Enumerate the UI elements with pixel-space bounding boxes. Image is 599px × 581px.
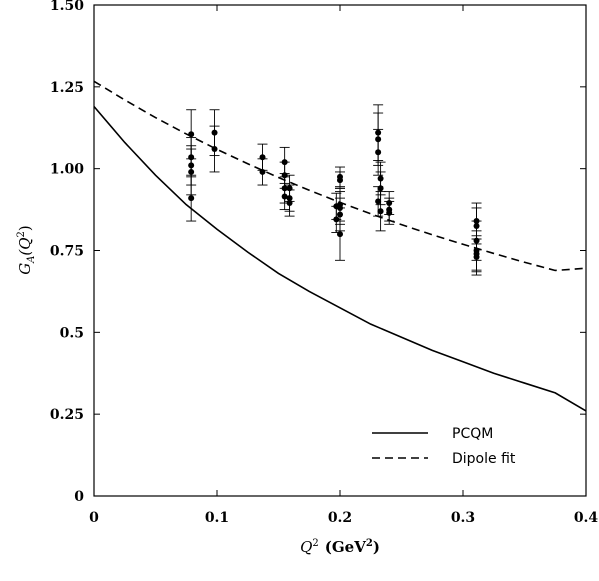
y-label-close: ) [16, 225, 34, 231]
data-point [284, 189, 295, 217]
data-point-marker [386, 209, 393, 216]
x-axis-label: Q2 (GeV2) [300, 538, 380, 556]
data-point-marker [337, 231, 343, 238]
data-point [384, 200, 395, 225]
y-tick-label: 1.25 [50, 80, 84, 96]
data-point-marker [281, 193, 288, 200]
data-point [257, 158, 268, 186]
y-label-sub: A [26, 256, 37, 264]
x-label-unit: (GeV [325, 538, 366, 556]
data-point-marker [211, 146, 218, 153]
y-tick-label: 0 [74, 489, 84, 505]
data-point [335, 207, 345, 261]
data-point-marker [259, 168, 266, 175]
y-tick-label: 0.75 [50, 244, 84, 260]
y-tick-label: 0.5 [60, 325, 84, 341]
y-label-sup: 2 [16, 231, 27, 237]
legend-label-pcqm: PCQM [452, 426, 493, 442]
data-point [335, 171, 345, 189]
y-tick-label: 1.50 [50, 0, 84, 14]
data-point-marker [286, 200, 293, 207]
y-tick-label: 0.25 [50, 407, 84, 423]
data-point-marker [188, 195, 195, 202]
data-point [375, 191, 386, 232]
y-label-open: (Q [16, 237, 34, 255]
pcqm-curve [93, 105, 587, 412]
data-point-marker [375, 198, 382, 205]
x-tick-label: 0.1 [205, 510, 229, 526]
data-point [279, 182, 290, 211]
x-tick-label: 0.4 [574, 510, 599, 526]
legend: PCQM Dipole fit [372, 426, 516, 467]
data-point-marker [333, 216, 340, 223]
x-label-q: Q [300, 538, 312, 556]
x-tick-label: 0.3 [451, 510, 475, 526]
data-point-marker [473, 254, 480, 261]
data-point-marker [377, 185, 384, 192]
data-point-marker [188, 131, 195, 138]
points-layer [186, 104, 482, 276]
data-point [186, 174, 197, 222]
y-axis-label: GA(Q2) [16, 225, 37, 275]
data-point [209, 125, 220, 173]
y-tick-label: 1.00 [50, 162, 84, 178]
data-point-marker [377, 208, 384, 215]
data-point [373, 128, 384, 176]
legend-label-dipole: Dipole fit [452, 451, 516, 467]
data-point [471, 238, 482, 276]
x-tick-label: 0.2 [328, 510, 352, 526]
data-point-marker [188, 168, 195, 175]
x-tick-label: 0 [89, 510, 99, 526]
x-label-unit-sup: 2 [366, 538, 373, 549]
x-label-sup: 2 [312, 538, 318, 549]
data-point-marker [375, 149, 382, 156]
ticks-layer: 0 0.1 0.2 0.3 0.4 0 0.25 0.5 0.75 1.00 1.25 1.50 [50, 0, 599, 526]
data-point-marker [337, 177, 343, 184]
y-label-g: G [16, 263, 34, 275]
x-label-close: ) [373, 538, 380, 556]
